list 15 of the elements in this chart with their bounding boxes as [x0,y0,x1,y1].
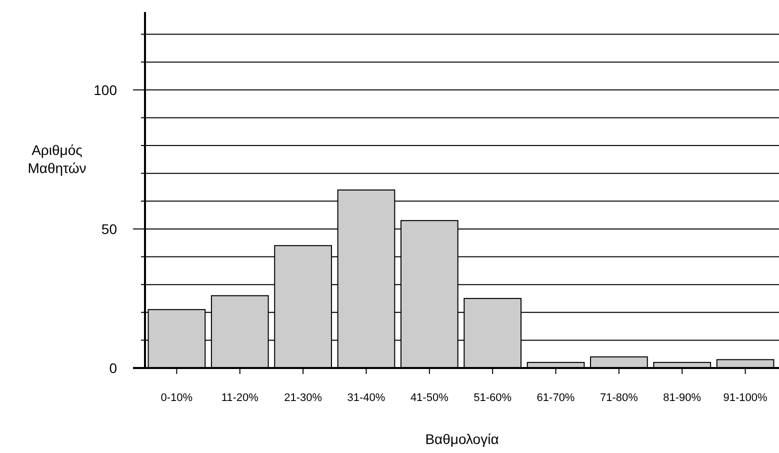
x-tick-label: 51-60% [474,392,512,404]
y-tick-label: 50 [101,220,118,237]
y-tick-label: 100 [94,82,118,98]
x-tick-label: 31-40% [347,392,386,404]
x-tick-label: 61-70% [536,392,575,404]
x-axis-title: Βαθμολογία [425,431,499,447]
x-tick-label: 71-80% [600,392,638,404]
x-tick-label: 0-10% [160,392,193,404]
y-tick-label: 0 [109,360,118,376]
x-tick-label: 11-20% [221,392,259,404]
x-tick-label: 81-90% [663,392,702,404]
y-axis-title: Αριθμός Μαθητών [28,142,86,176]
x-tick-label: 91-100% [723,392,768,404]
x-tick-label: 21-30% [284,392,322,404]
x-tick-label: 41-50% [410,392,449,404]
